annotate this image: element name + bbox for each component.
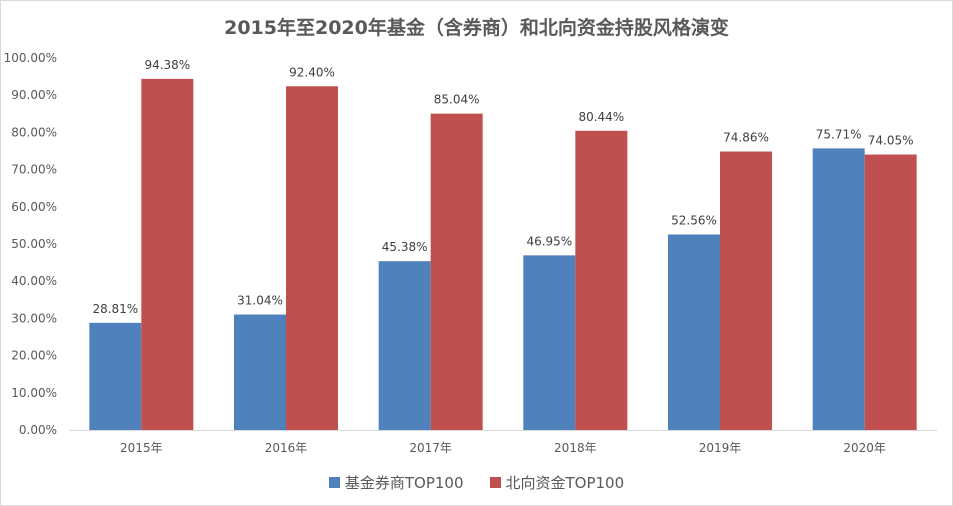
bar-fund (812, 148, 865, 430)
x-category-label: 2017年 (409, 441, 452, 455)
y-tick-label: 50.00% (11, 237, 57, 251)
bar-fund (378, 261, 431, 430)
x-category-label: 2020年 (843, 441, 886, 455)
bar-fund (523, 255, 576, 430)
bar-fund (89, 322, 142, 430)
legend-item-northbound: 北向资金TOP100 (489, 472, 625, 493)
x-category-label: 2015年 (120, 441, 163, 455)
x-category-label: 2018年 (554, 441, 597, 455)
x-category-label: 2019年 (699, 441, 742, 455)
data-label: 28.81% (92, 302, 138, 316)
bar-northbound (430, 113, 483, 431)
y-tick-label: 90.00% (11, 88, 57, 102)
bar-northbound (141, 78, 194, 430)
data-label: 46.95% (526, 234, 572, 248)
data-label: 75.71% (816, 127, 862, 141)
bar-fund (668, 234, 720, 430)
y-tick-label: 60.00% (11, 200, 57, 214)
bar-northbound (720, 151, 772, 430)
bar-northbound (286, 86, 338, 430)
legend-label-northbound: 北向资金TOP100 (505, 474, 625, 492)
chart-title: 2015年至2020年基金（含券商）和北向资金持股风格演变 (224, 17, 729, 39)
data-label: 74.05% (868, 134, 914, 148)
data-label: 85.04% (434, 93, 480, 107)
data-label: 45.38% (382, 240, 428, 254)
data-label: 92.40% (289, 65, 335, 79)
x-category-label: 2016年 (265, 441, 308, 455)
data-label: 31.04% (237, 294, 283, 308)
legend-swatch-northbound (489, 477, 501, 488)
y-tick-label: 40.00% (11, 274, 57, 288)
data-label: 80.44% (578, 110, 624, 124)
y-tick-label: 0.00% (19, 423, 57, 437)
y-tick-label: 20.00% (11, 349, 57, 363)
y-tick-label: 30.00% (11, 311, 57, 325)
y-tick-label: 10.00% (11, 386, 57, 400)
legend: 基金券商TOP100 北向资金TOP100 (0, 472, 953, 493)
bar-northbound (575, 130, 628, 431)
y-tick-label: 80.00% (11, 125, 57, 139)
legend-label-fund: 基金券商TOP100 (344, 474, 464, 492)
data-label: 74.86% (723, 131, 769, 145)
y-tick-label: 70.00% (11, 163, 57, 177)
data-label: 94.38% (144, 58, 190, 72)
data-label: 52.56% (671, 213, 717, 227)
y-tick-label: 100.00% (4, 51, 57, 65)
bar-northbound (864, 154, 917, 430)
legend-item-fund: 基金券商TOP100 (328, 472, 464, 493)
legend-swatch-fund (328, 477, 340, 488)
bar-fund (234, 314, 286, 430)
